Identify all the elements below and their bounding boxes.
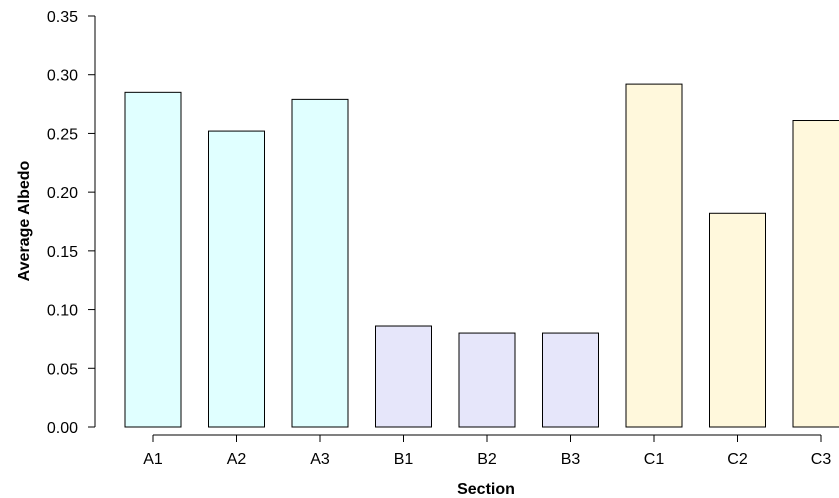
bar-a3 <box>291 98 349 428</box>
y-tick-label: 0.35 <box>47 9 78 26</box>
bars <box>124 83 839 428</box>
bar-c3 <box>792 120 839 428</box>
y-axis: 0.00 0.05 0.10 0.15 0.20 0.25 0.30 0.35 <box>47 9 96 437</box>
bar-b2 <box>458 332 516 428</box>
y-tick-label: 0.20 <box>47 185 78 202</box>
y-tick-label: 0.30 <box>47 68 78 85</box>
y-tick-label: 0.05 <box>47 361 78 378</box>
x-tick-label: A2 <box>227 451 247 468</box>
bar-a1 <box>124 91 182 428</box>
y-tick-label: 0.10 <box>47 303 78 320</box>
x-tick-label: C2 <box>727 451 748 468</box>
x-tick-label: B3 <box>561 451 581 468</box>
x-axis: A1 A2 A3 B1 B2 B3 C1 C2 C3 <box>143 434 832 468</box>
y-tick-label: 0.15 <box>47 244 78 261</box>
y-axis-title: Average Albedo <box>16 160 33 281</box>
x-tick-label: C3 <box>811 451 832 468</box>
x-tick-label: B2 <box>477 451 497 468</box>
bar-b1 <box>375 325 432 428</box>
x-tick-label: A1 <box>143 451 163 468</box>
bar-c1 <box>625 83 683 428</box>
bar-a2 <box>208 130 265 428</box>
y-tick-label: 0.25 <box>47 126 78 143</box>
y-tick-label: 0.00 <box>47 420 78 437</box>
x-axis-title: Section <box>457 481 515 498</box>
bar-b3 <box>542 332 599 428</box>
bar-c2 <box>709 212 766 428</box>
x-tick-label: C1 <box>644 451 665 468</box>
x-tick-label: A3 <box>310 451 330 468</box>
x-tick-label: B1 <box>394 451 414 468</box>
